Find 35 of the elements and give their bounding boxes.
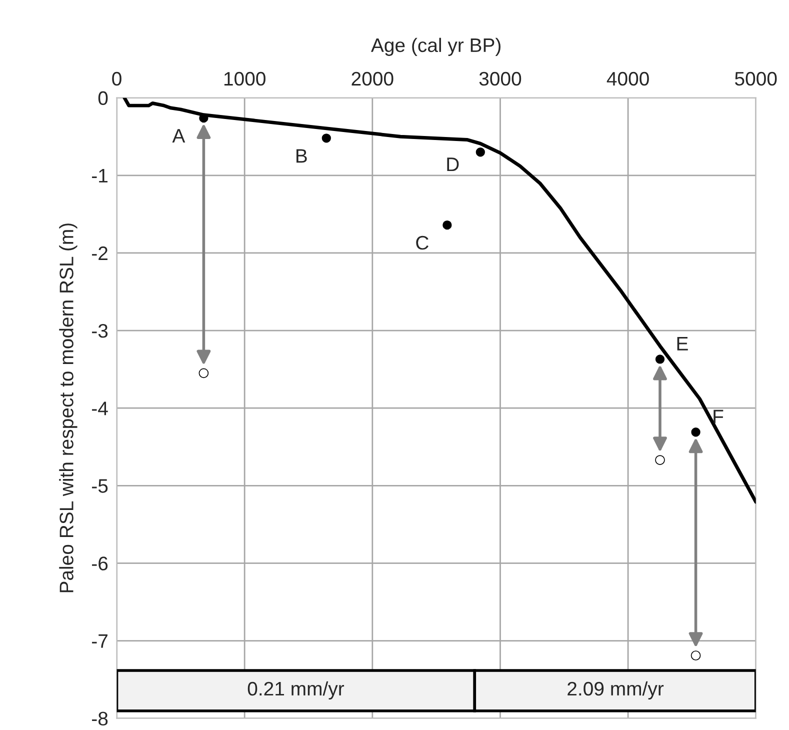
- x-tick-label: 1000: [224, 72, 266, 86]
- y-tick-label: -8: [92, 712, 108, 726]
- annotation: B: [296, 149, 307, 163]
- y-tick-label: -7: [92, 634, 108, 648]
- y-tick-label: -4: [92, 402, 108, 416]
- point: [655, 354, 665, 364]
- y-axis-title: Paleo RSL with respect to modern RSL (m): [59, 224, 78, 592]
- point: [322, 134, 331, 143]
- annotation: E: [677, 336, 688, 350]
- band-label: 2.09 mm/yr: [568, 681, 664, 700]
- point: [655, 455, 665, 465]
- annotation: A: [172, 129, 186, 142]
- point: [691, 428, 700, 437]
- annotation: F: [714, 410, 724, 424]
- y-tick-label: -5: [92, 479, 108, 493]
- y-tick-label: -1: [92, 169, 108, 182]
- y-tick-label: -6: [92, 556, 108, 570]
- annotation: C: [416, 236, 428, 250]
- x-axis-title: Age (cal yr BP): [370, 38, 500, 56]
- x-tick-label: 0: [112, 72, 122, 86]
- point: [199, 113, 208, 123]
- annotation: D: [447, 158, 459, 172]
- band-label: 0.21 mm/yr: [248, 681, 344, 700]
- y-tick-label: -2: [92, 246, 108, 260]
- point: [690, 650, 701, 660]
- x-tick-label: 3000: [479, 72, 522, 86]
- line-series: [122, 98, 756, 504]
- point: [476, 148, 485, 157]
- point: [442, 220, 452, 230]
- y-tick-label: 0: [98, 91, 108, 106]
- point: [198, 368, 209, 378]
- x-tick-label: 5000: [735, 72, 777, 86]
- y-tick-label: -3: [92, 324, 108, 338]
- x-tick-label: 4000: [606, 72, 649, 86]
- x-tick-label: 2000: [352, 72, 394, 86]
